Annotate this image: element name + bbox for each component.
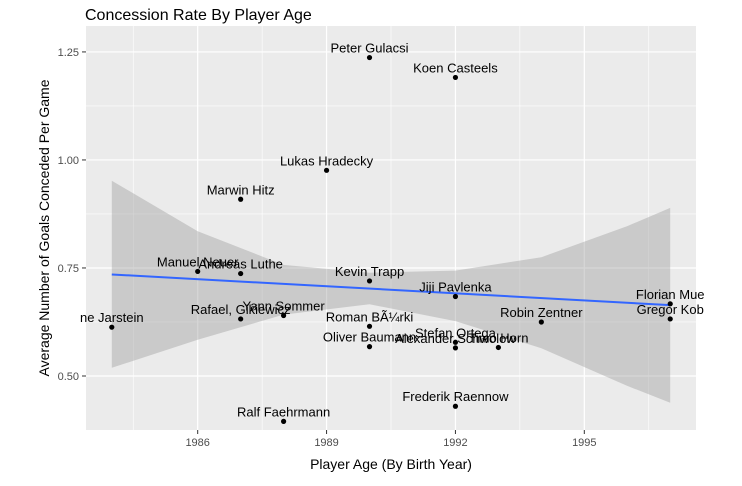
- confidence-band-group: [111, 180, 671, 403]
- data-point: [538, 319, 544, 325]
- data-point: [238, 316, 244, 322]
- point-label: Ralf Faehrmann: [237, 404, 330, 419]
- point-label: ne Jarstein: [80, 310, 144, 325]
- x-axis-ticks: 1986 1989 1992 1995: [185, 430, 597, 449]
- point-label: Manuel Neuer: [157, 254, 239, 269]
- y-tick-label: 1.25: [58, 47, 79, 59]
- point-label: Rafael, Gikiewicz: [191, 302, 291, 317]
- point-label: Frederik Raennow: [402, 389, 509, 404]
- y-tick-label: 0.50: [58, 371, 79, 383]
- data-point: [452, 74, 459, 81]
- data-point: [281, 312, 287, 319]
- point-label: Alexander Schwolow: [395, 331, 516, 346]
- x-tick-label: 1995: [572, 437, 596, 449]
- y-tick-label: 1.00: [58, 155, 79, 167]
- y-tick-label: 0.75: [58, 263, 79, 275]
- x-tick-label: 1989: [314, 437, 338, 449]
- data-points: [109, 54, 673, 424]
- point-label: Florian Mue: [636, 287, 705, 302]
- data-point: [323, 167, 330, 173]
- data-point: [109, 324, 115, 330]
- data-point: [452, 293, 459, 300]
- data-point: [238, 196, 244, 202]
- point-label: Oliver Baumann: [323, 330, 416, 345]
- x-tick-label: 1986: [185, 437, 209, 449]
- confidence-band: [111, 180, 671, 403]
- data-point: [452, 339, 459, 345]
- point-label: Robin Zentner: [500, 305, 583, 320]
- data-point: [195, 268, 201, 275]
- data-point: [366, 54, 373, 61]
- y-axis-ticks: 0.50 0.75 1.00 1.25: [58, 47, 86, 383]
- y-axis-title: Average Number of Goals Conceded Per Gam…: [36, 79, 52, 376]
- point-label: Kevin Trapp: [335, 264, 404, 279]
- point-label: Andreas Luthe: [198, 257, 283, 272]
- point-label: Koen Casteels: [413, 60, 498, 75]
- trend-line-group: [111, 273, 671, 307]
- point-label: Gregor Kob: [637, 302, 704, 317]
- data-point: [452, 403, 459, 409]
- data-point: [238, 270, 244, 277]
- data-point: [452, 345, 459, 351]
- point-label: Roman BÃ¼rki: [326, 309, 414, 324]
- point-labels: Peter Gulacsi Koen Casteels Lukas Hradecky…: [80, 41, 705, 420]
- chart-title: Concession Rate By Player Age: [85, 7, 312, 24]
- point-label: Jiji Pavlenka: [419, 279, 492, 294]
- point-label: Yann Sommer: [243, 298, 326, 313]
- x-axis-title: Player Age (By Birth Year): [310, 456, 472, 472]
- data-point: [281, 418, 287, 424]
- grid-lines: [86, 26, 696, 430]
- data-point: [366, 323, 373, 329]
- trend-line: [111, 273, 671, 307]
- data-point: [495, 344, 501, 351]
- point-label: Peter Gulacsi: [330, 41, 408, 56]
- data-point: [667, 316, 673, 322]
- x-tick-label: 1992: [443, 437, 467, 449]
- point-label: Stefan Ortega: [415, 325, 497, 340]
- point-label: Lukas Hradecky: [280, 153, 374, 168]
- data-point: [366, 344, 373, 350]
- point-label: Marwin Hitz: [207, 182, 275, 197]
- data-point: [366, 278, 373, 284]
- data-point: [667, 301, 673, 307]
- point-label: Timo Horn: [468, 330, 528, 345]
